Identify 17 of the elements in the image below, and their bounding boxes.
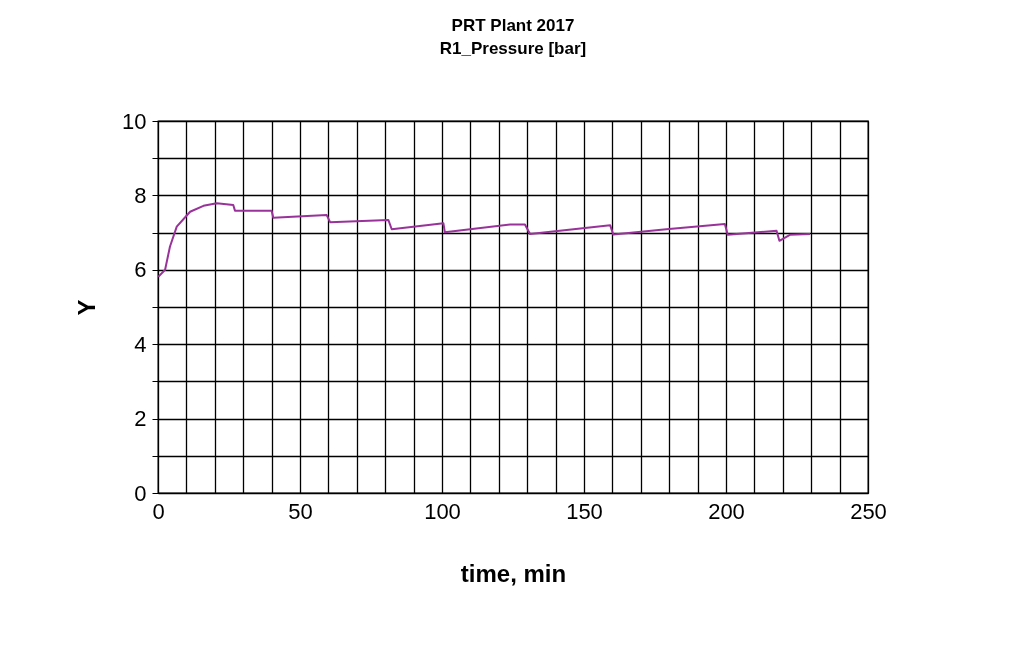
y-tick-label: 6 xyxy=(134,257,147,283)
y-tick-label: 8 xyxy=(134,182,147,208)
x-tick-label: 50 xyxy=(288,498,313,524)
x-tick-label: 100 xyxy=(424,498,461,524)
x-tick-label: 0 xyxy=(152,498,165,524)
y-tick-label: 10 xyxy=(122,108,147,134)
x-tick-label: 250 xyxy=(850,498,887,524)
y-tick-label: 2 xyxy=(134,406,147,432)
x-tick-label: 200 xyxy=(708,498,745,524)
chart-subtitle: R1_Pressure [bar] xyxy=(439,39,587,58)
x-tick-label: 150 xyxy=(566,498,603,524)
y-tick-label: 0 xyxy=(134,480,147,506)
chart-title: PRT Plant 2017 xyxy=(451,16,575,35)
y-tick-label: 4 xyxy=(134,331,147,357)
x-axis-title: time, min xyxy=(460,559,567,587)
y-axis-title: Y xyxy=(73,299,101,316)
line-series xyxy=(158,202,812,278)
